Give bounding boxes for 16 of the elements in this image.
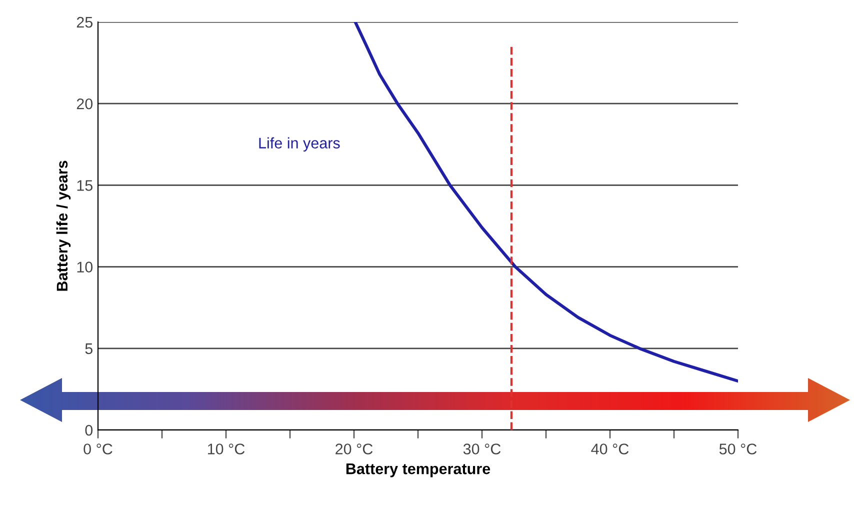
y-tick-label: 10 [77, 262, 93, 272]
text: Life in years [259, 137, 340, 152]
y-tick-label: 25 [76, 16, 92, 28]
x-tick-label: 40 °C [591, 444, 629, 454]
x-tick-label: 10 °C [208, 444, 245, 454]
x-tick-label: 0 °C [84, 444, 112, 454]
y-tick-label: 0 [85, 424, 93, 436]
line-series [354, 22, 738, 383]
y-tick-label: 5 [85, 343, 92, 354]
x-tick-label: 50 °C [719, 444, 757, 454]
x-tick-label: 30 °C [463, 444, 501, 454]
y-tick-label: 15 [77, 180, 92, 191]
y-axis-title: Battery life / years [56, 160, 71, 291]
x-axis-title: Battery temperature [346, 464, 490, 478]
y-tick-label: 20 [76, 98, 93, 110]
x-tick-label: 20 °C [336, 444, 373, 454]
